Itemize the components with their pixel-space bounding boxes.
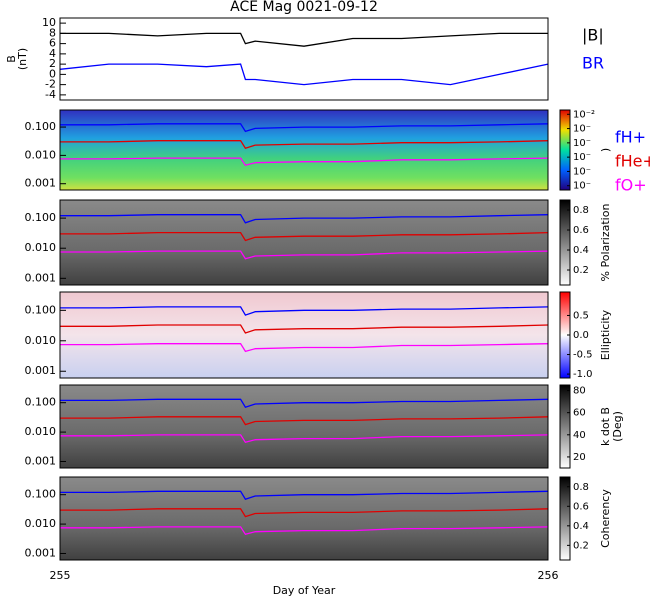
colorbar-label: (Deg) bbox=[611, 411, 624, 442]
series-line bbox=[60, 526, 549, 536]
colorbar-label: k dot B bbox=[599, 407, 612, 446]
colorbar-tick-label: 0.6 bbox=[573, 501, 589, 512]
y-tick-label: 0.010 bbox=[25, 241, 57, 254]
colorbar-tick-label: -1.0 bbox=[573, 369, 593, 380]
colorbar-tick-label: 10⁻ bbox=[573, 124, 591, 135]
panel-frame bbox=[59, 109, 549, 191]
panel-frame bbox=[59, 199, 549, 286]
series-line bbox=[60, 157, 549, 166]
spectrogram-background bbox=[60, 200, 548, 285]
colorbar-label: ) bbox=[599, 148, 612, 152]
y-tick-label: 0.010 bbox=[25, 517, 57, 530]
spectrogram-background bbox=[60, 110, 548, 190]
colorbar-tick-label: 10⁻ bbox=[573, 138, 591, 149]
colorbar-tick-label: 60 bbox=[573, 408, 586, 419]
series-line bbox=[60, 140, 549, 149]
colorbar bbox=[559, 384, 571, 469]
colorbar-tick-label: 0.8 bbox=[573, 482, 589, 493]
panel-frame bbox=[59, 291, 549, 379]
colorbar-label: % Polarization bbox=[599, 204, 612, 282]
y-tick-label: 0.001 bbox=[25, 364, 57, 377]
legend-entry: fH+ bbox=[615, 128, 646, 147]
y-tick-label: 0.100 bbox=[25, 120, 57, 133]
y-tick-label: 0.001 bbox=[25, 546, 57, 559]
series-line bbox=[60, 398, 549, 408]
y-tick-label: 0.001 bbox=[25, 271, 57, 284]
colorbar bbox=[559, 199, 571, 286]
colorbar-tick-label: 0.2 bbox=[573, 265, 589, 276]
series-line bbox=[60, 306, 549, 316]
y-tick-label: 0.100 bbox=[25, 303, 57, 316]
chart-title: ACE Mag 0021-09-12 bbox=[230, 0, 378, 15]
legend-entry: BR bbox=[582, 54, 604, 73]
spectrogram-background bbox=[60, 477, 548, 560]
y-tick-label: 0.100 bbox=[25, 396, 57, 409]
colorbar-tick-label: 0.8 bbox=[573, 205, 589, 216]
colorbar-tick-label: 10⁻ bbox=[573, 181, 591, 192]
colorbar-tick-label: 20 bbox=[573, 452, 586, 463]
y-tick-label: 0.010 bbox=[25, 334, 57, 347]
colorbar-tick-label: 0.6 bbox=[573, 225, 589, 236]
series-line bbox=[60, 434, 549, 444]
colorbar-tick-label: 0.4 bbox=[573, 521, 589, 532]
y-tick-label: 0.001 bbox=[25, 177, 57, 190]
spectrogram-background bbox=[60, 385, 548, 468]
colorbar-tick-label: 40 bbox=[573, 430, 586, 441]
colorbar-tick-label: 0.4 bbox=[573, 245, 589, 256]
colorbar-label: Coherency bbox=[599, 489, 612, 548]
colorbar-label: Ellipticity bbox=[599, 309, 612, 360]
series-line bbox=[60, 231, 549, 242]
x-tick-label: 255 bbox=[50, 569, 71, 582]
colorbar bbox=[559, 109, 571, 191]
series-line bbox=[60, 508, 549, 518]
y-axis-label: (nT) bbox=[16, 48, 29, 70]
y-tick-label: 0.001 bbox=[25, 454, 57, 467]
colorbar-tick-label: 0.5 bbox=[573, 310, 589, 321]
series-line bbox=[60, 214, 549, 224]
colorbar-tick-label: 10⁻ bbox=[573, 166, 591, 177]
y-tick-label: 4 bbox=[49, 47, 56, 60]
series-line bbox=[60, 416, 549, 426]
legend-entry: |B| bbox=[582, 26, 604, 45]
series-line bbox=[60, 343, 549, 353]
y-tick-label: 0.010 bbox=[25, 425, 57, 438]
colorbar-tick-label: 10⁻² bbox=[573, 109, 595, 120]
y-tick-label: 6 bbox=[49, 37, 56, 50]
panel-frame bbox=[59, 384, 549, 469]
series-line bbox=[60, 250, 549, 260]
y-tick-label: 0 bbox=[49, 67, 56, 80]
series-line bbox=[60, 324, 549, 334]
colorbar bbox=[559, 476, 571, 561]
legend-entry: fO+ bbox=[615, 176, 647, 195]
series-line bbox=[60, 32, 548, 47]
y-tick-label: 0.010 bbox=[25, 148, 57, 161]
y-tick-label: 0.100 bbox=[25, 211, 57, 224]
x-axis-label: Day of Year bbox=[273, 584, 336, 597]
series-line bbox=[59, 63, 549, 86]
colorbar-tick-label: 10⁻ bbox=[573, 152, 591, 163]
colorbar-tick-label: 0.2 bbox=[573, 540, 589, 551]
colorbar-tick-label: -0.5 bbox=[573, 350, 593, 361]
legend-entry: fHe+ bbox=[615, 152, 650, 171]
colorbar-tick-label: 0.0 bbox=[573, 330, 589, 341]
y-axis-label: B bbox=[5, 55, 18, 63]
x-tick-label: 256 bbox=[538, 569, 559, 582]
colorbar-tick-label: 80 bbox=[573, 386, 586, 397]
y-tick-label: 8 bbox=[49, 26, 56, 39]
y-tick-label: -4 bbox=[45, 88, 56, 101]
panel-frame bbox=[59, 476, 549, 561]
series-line bbox=[60, 123, 549, 133]
y-tick-label: 10 bbox=[42, 16, 56, 29]
y-tick-label: 0.100 bbox=[25, 488, 57, 501]
series-line bbox=[60, 490, 549, 500]
y-tick-label: 2 bbox=[49, 57, 56, 70]
panel-frame bbox=[59, 17, 549, 101]
spectrogram-background bbox=[60, 292, 548, 378]
y-tick-label: -2 bbox=[45, 78, 56, 91]
